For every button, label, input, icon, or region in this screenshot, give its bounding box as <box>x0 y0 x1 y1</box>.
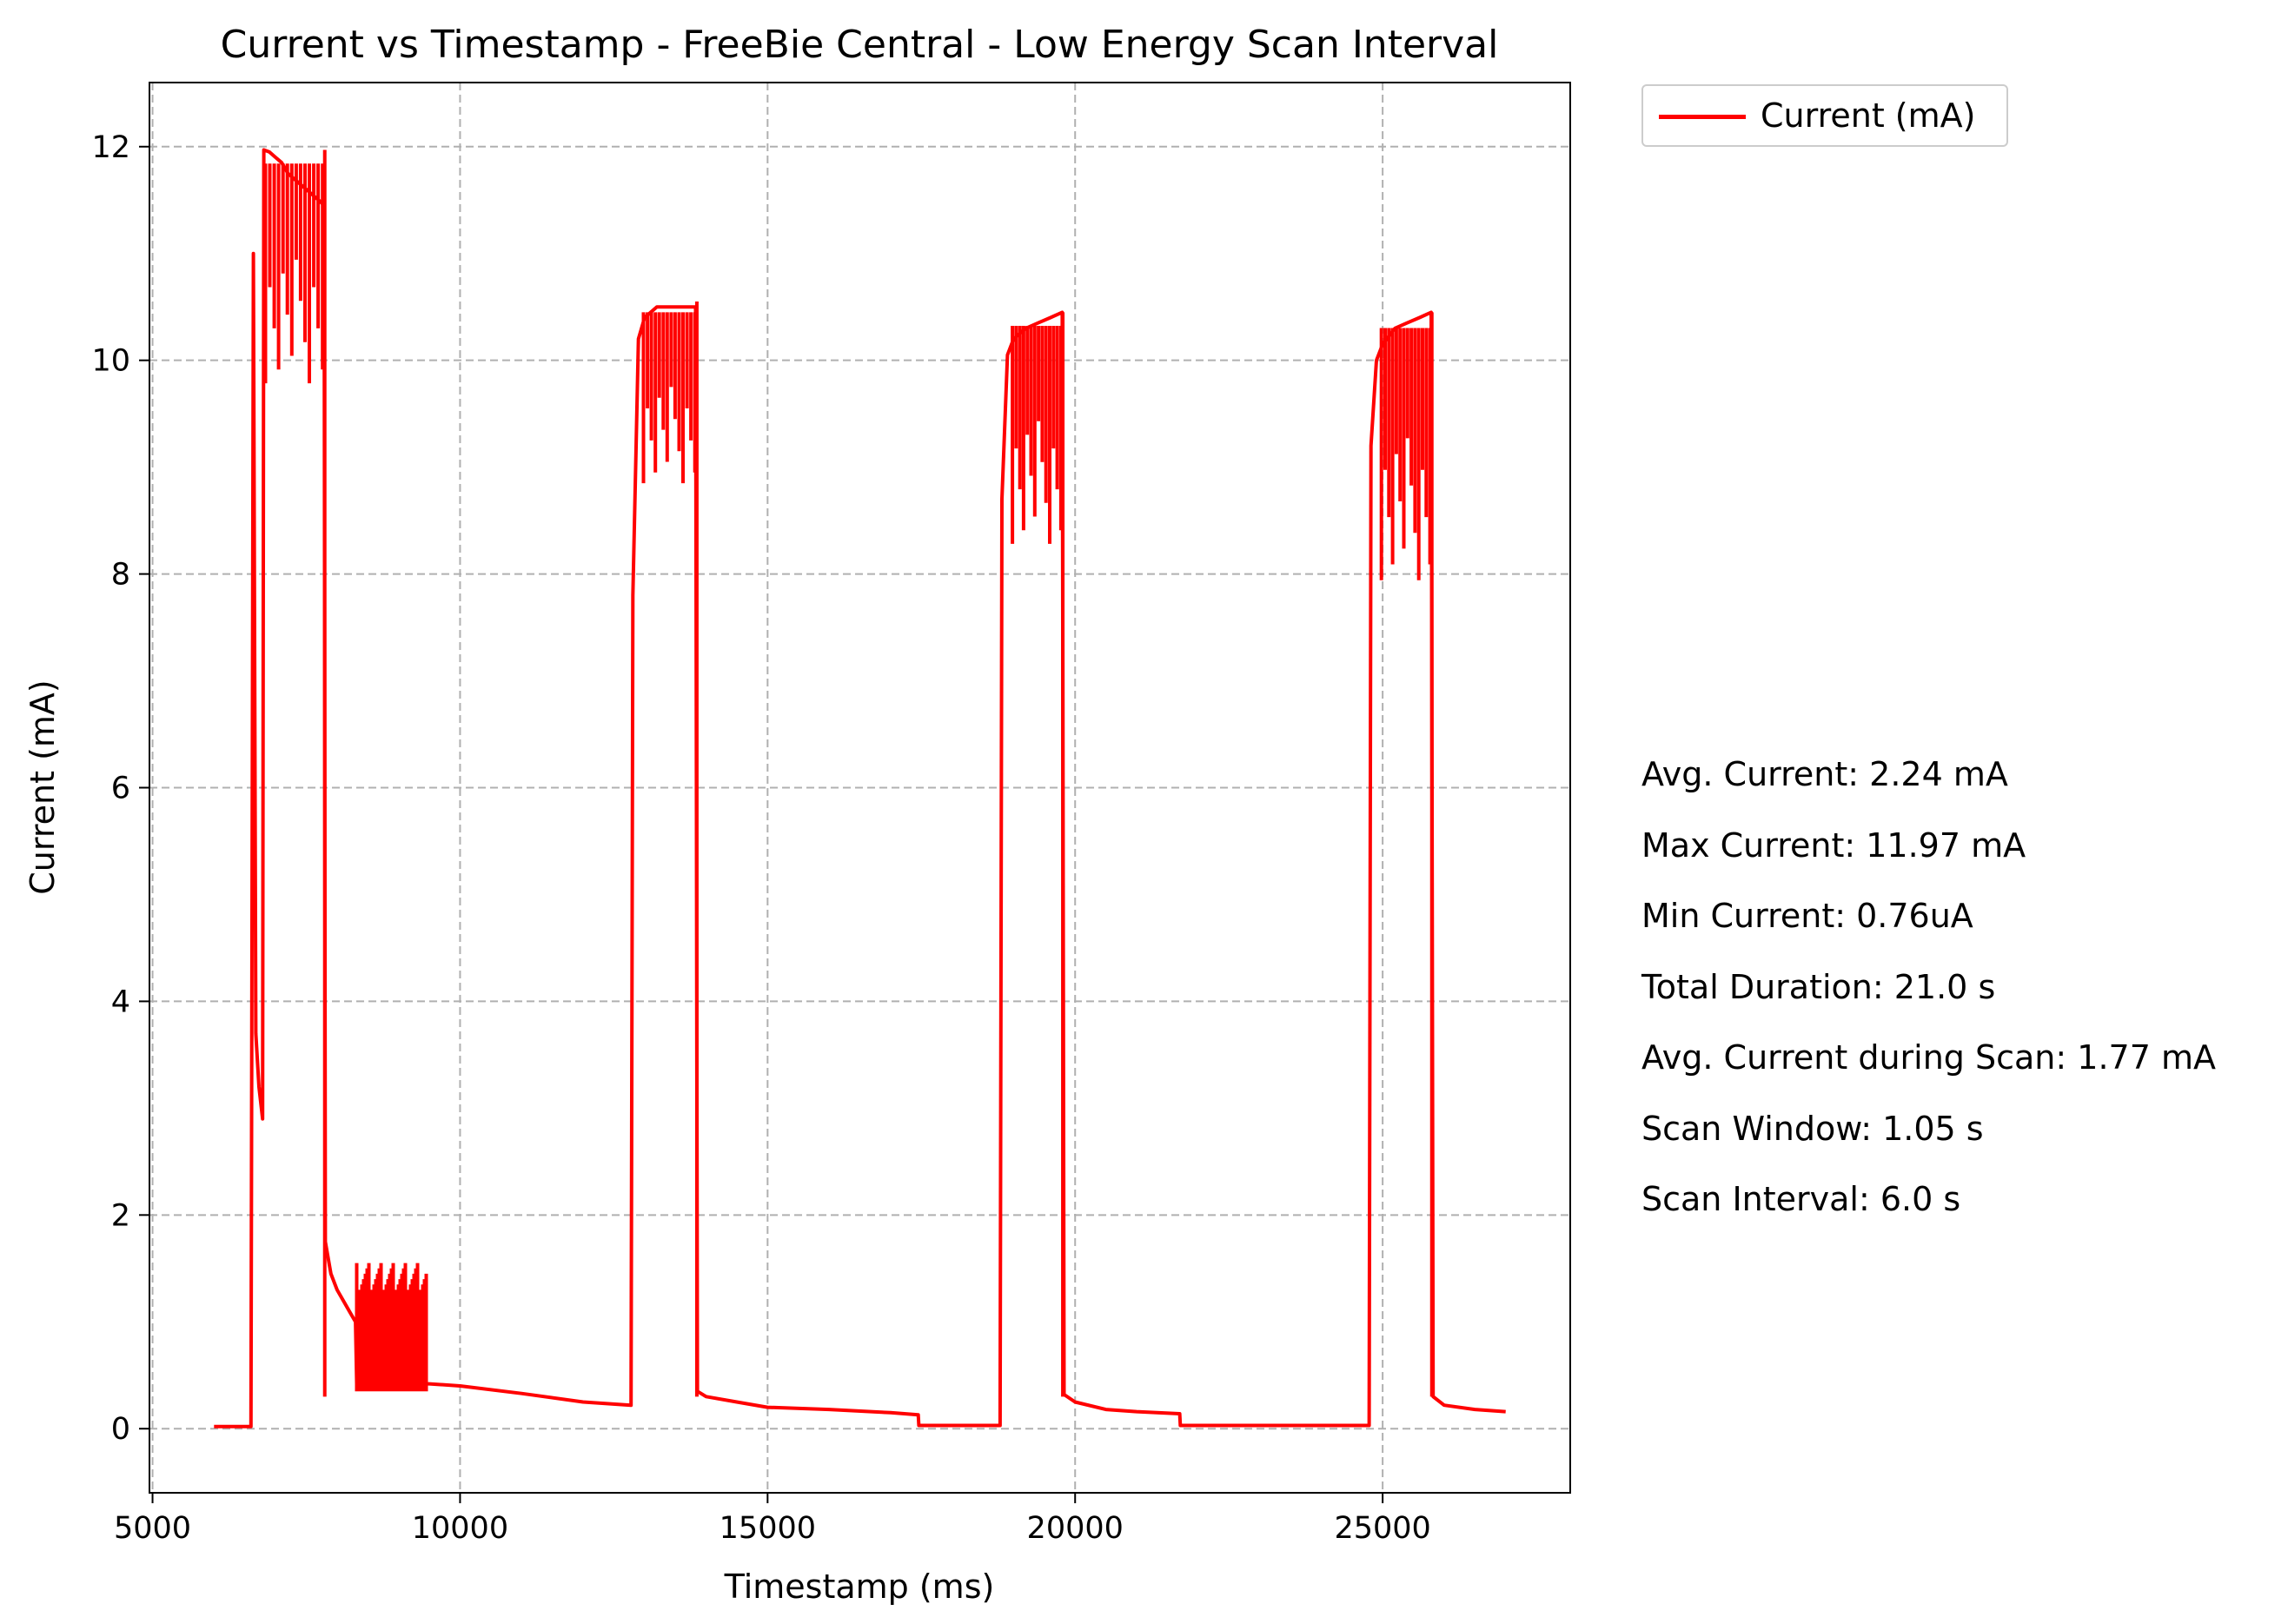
burst-ripple <box>1011 326 1063 544</box>
stat-avg-current: Avg. Current: 2.24 mA <box>1641 755 2008 793</box>
burst-ripple <box>263 163 325 384</box>
noise-band <box>355 1263 428 1392</box>
x-tick-label: 25000 <box>1334 1511 1430 1546</box>
y-tick-label: 6 <box>111 772 130 806</box>
legend-label: Current (mA) <box>1761 96 1976 135</box>
y-tick-label: 8 <box>111 558 130 593</box>
y-axis-label: Current (mA) <box>23 679 62 894</box>
stat-scan-window: Scan Window: 1.05 s <box>1641 1109 1984 1148</box>
x-tick-label: 10000 <box>412 1511 508 1546</box>
grid <box>149 83 1570 1493</box>
series-layer <box>214 148 1506 1428</box>
x-tick-label: 20000 <box>1027 1511 1124 1546</box>
stat-min-current: Min Current: 0.76uA <box>1641 897 1973 935</box>
legend-swatch <box>1659 115 1746 119</box>
legend: Current (mA) <box>1641 84 2008 147</box>
x-tick-label: 15000 <box>720 1511 816 1546</box>
y-tick-label: 2 <box>111 1198 130 1233</box>
stat-max-current: Max Current: 11.97 mA <box>1641 825 2026 865</box>
stat-scan-interval: Scan Interval: 6.0 s <box>1641 1180 1961 1218</box>
x-axis-label: Timestamp (ms) <box>724 1568 995 1606</box>
x-tick-label: 5000 <box>114 1511 191 1546</box>
y-tick-label: 4 <box>111 984 130 1019</box>
y-tick-label: 0 <box>111 1412 130 1447</box>
y-tick-label: 12 <box>91 130 130 165</box>
burst-ripple <box>641 312 697 484</box>
stat-avg-current-scan: Avg. Current during Scan: 1.77 mA <box>1641 1038 2216 1077</box>
stats-panel: Avg. Current: 2.24 mA Max Current: 11.97… <box>1641 752 2216 1249</box>
chart-title: Current vs Timestamp - FreeBie Central -… <box>221 23 1499 67</box>
tick-layer: 5000 10000 15000 20000 25000 0 2 4 6 8 10 12 <box>91 130 1430 1546</box>
burst-ripple <box>1379 328 1432 580</box>
stat-total-duration: Total Duration: 21.0 s <box>1641 967 1996 1006</box>
y-tick-label: 10 <box>91 344 130 379</box>
